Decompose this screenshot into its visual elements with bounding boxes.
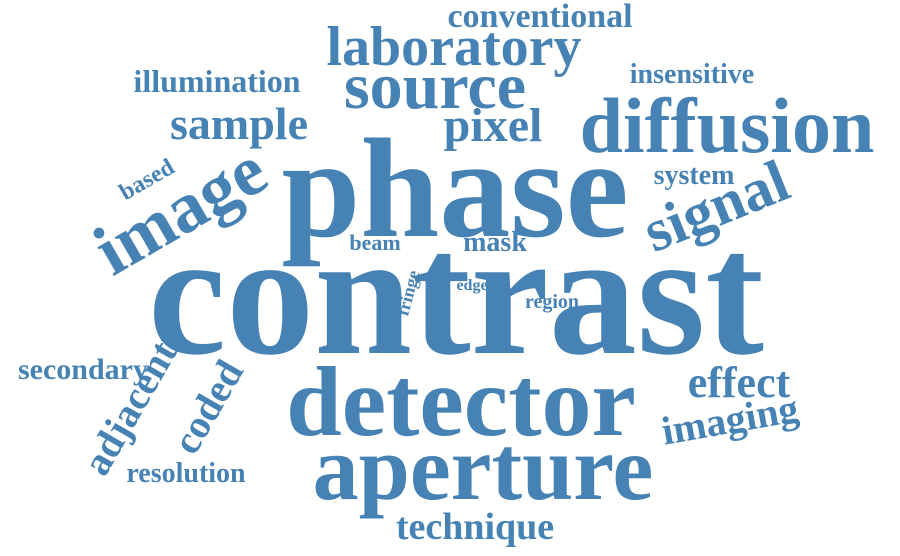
word-conventional: conventional <box>447 0 633 35</box>
word-imaging: imaging <box>658 385 802 454</box>
word-secondary: secondary <box>18 353 148 386</box>
word-beam: beam <box>349 230 401 255</box>
word-source: source <box>343 50 527 123</box>
word-laboratory: laboratory <box>326 16 582 78</box>
word-illumination: illumination <box>133 63 301 99</box>
word-insensitive: insensitive <box>629 59 755 90</box>
word-sample: sample <box>170 98 308 149</box>
word-region: region <box>524 291 580 313</box>
word-pixel: pixel <box>443 99 543 152</box>
word-system: system <box>653 160 735 191</box>
word-contrast: contrast <box>148 197 764 392</box>
word-mask: mask <box>463 227 527 258</box>
word-edge: edge <box>456 277 488 294</box>
word-technique: technique <box>395 506 555 548</box>
word-detector: detector <box>286 346 636 457</box>
word-phase: phase <box>281 109 629 267</box>
word-effect: effect <box>687 358 791 407</box>
word-diffusion: diffusion <box>579 82 875 169</box>
word-resolution: resolution <box>126 458 246 489</box>
word-aperture: aperture <box>312 417 654 519</box>
